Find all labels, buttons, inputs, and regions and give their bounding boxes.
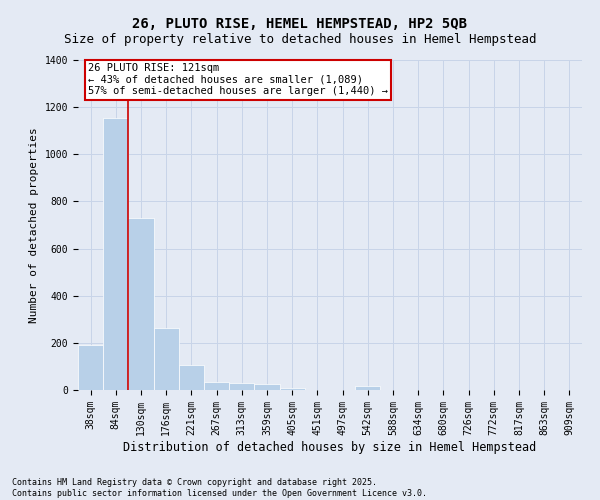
- X-axis label: Distribution of detached houses by size in Hemel Hempstead: Distribution of detached houses by size …: [124, 440, 536, 454]
- Bar: [280, 388, 305, 390]
- Bar: [78, 345, 103, 390]
- Text: 26, PLUTO RISE, HEMEL HEMPSTEAD, HP2 5QB: 26, PLUTO RISE, HEMEL HEMPSTEAD, HP2 5QB: [133, 18, 467, 32]
- Bar: [254, 384, 280, 390]
- Bar: [128, 218, 154, 390]
- Bar: [229, 383, 254, 390]
- Text: Contains HM Land Registry data © Crown copyright and database right 2025.
Contai: Contains HM Land Registry data © Crown c…: [12, 478, 427, 498]
- Bar: [103, 118, 128, 390]
- Bar: [355, 386, 380, 390]
- Bar: [204, 382, 229, 390]
- Text: 26 PLUTO RISE: 121sqm
← 43% of detached houses are smaller (1,089)
57% of semi-d: 26 PLUTO RISE: 121sqm ← 43% of detached …: [88, 64, 388, 96]
- Bar: [154, 328, 179, 390]
- Y-axis label: Number of detached properties: Number of detached properties: [29, 127, 39, 323]
- Bar: [179, 364, 204, 390]
- Text: Size of property relative to detached houses in Hemel Hempstead: Size of property relative to detached ho…: [64, 32, 536, 46]
